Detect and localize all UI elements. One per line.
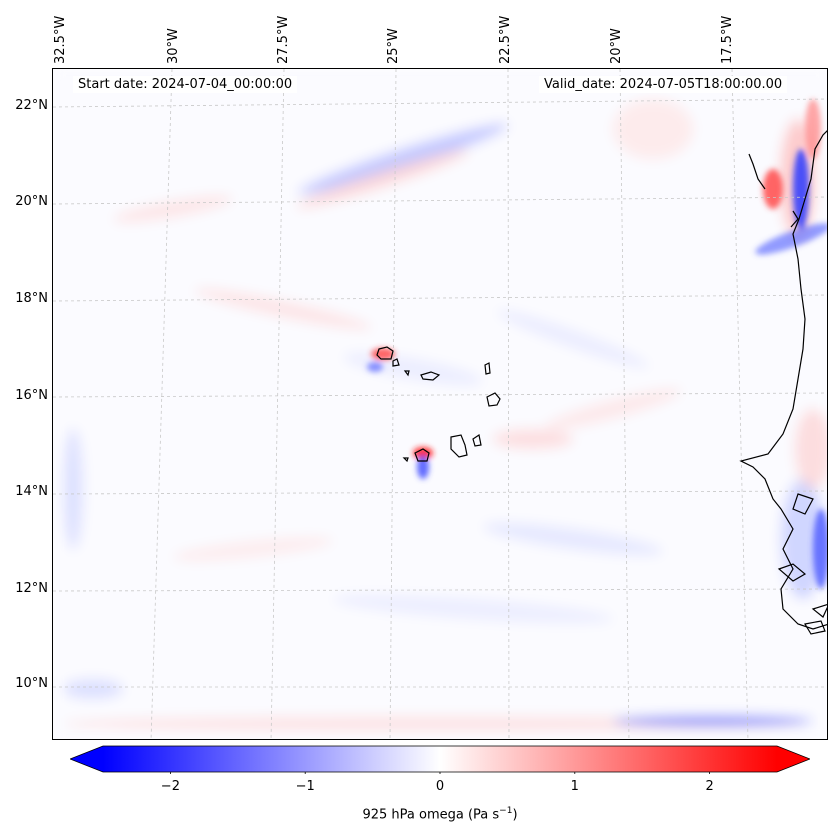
valid-date-label: Valid_date: 2024-07-05T18:00:00.00 [539,76,788,93]
island-santiago [450,434,468,458]
start-date-label: Start date: 2024-07-04_00:00:00 [73,76,298,93]
island-sao-nicolau [420,371,441,381]
lon-label-25w: 25°W [386,28,401,64]
lat-label-20n: 20°N [15,194,48,209]
island-fogo [414,448,430,462]
lon-label-22-5w: 22.5°W [498,15,513,64]
island-sao-vicente [392,358,400,367]
colorbar-body [103,746,777,772]
lat-label-18n: 18°N [15,291,48,306]
colorbar [68,744,812,774]
colorbar-tick-label: −2 [160,779,180,794]
colorbar-title: 925 hPa omega (Pa s−1) [362,806,518,823]
island-boa-vista [486,392,501,407]
lon-label-32-5w: 32.5°W [53,15,68,64]
island-brava [402,457,409,463]
lon-label-17-5w: 17.5°W [720,15,735,64]
lon-label-30w: 30°W [166,28,181,64]
lat-label-16n: 16°N [15,388,48,403]
lat-label-22n: 22°N [15,98,48,113]
island-santa-luzia [403,370,410,377]
island-maio [472,434,482,447]
colorbar-tick-label: −1 [295,779,315,794]
lat-label-10n: 10°N [15,676,48,691]
lon-label-27-5w: 27.5°W [276,15,291,64]
island-sal [484,362,491,375]
map-panel[interactable] [52,68,828,740]
colorbar-extend-low [70,746,103,772]
lon-label-20w: 20°W [609,28,624,64]
graticule [53,69,827,739]
colorbar-tick-label: 2 [705,779,714,794]
colorbar-extend-high [777,746,810,772]
island-santo-antao [376,346,394,360]
lat-label-12n: 12°N [15,581,48,596]
colorbar-tick-label: 0 [435,779,445,794]
coastline [739,130,827,635]
islands [376,346,501,463]
lat-label-14n: 14°N [15,484,48,499]
omega-field [53,69,827,739]
omega-field-sharp [367,99,827,589]
colorbar-tick-label: 1 [570,779,579,794]
